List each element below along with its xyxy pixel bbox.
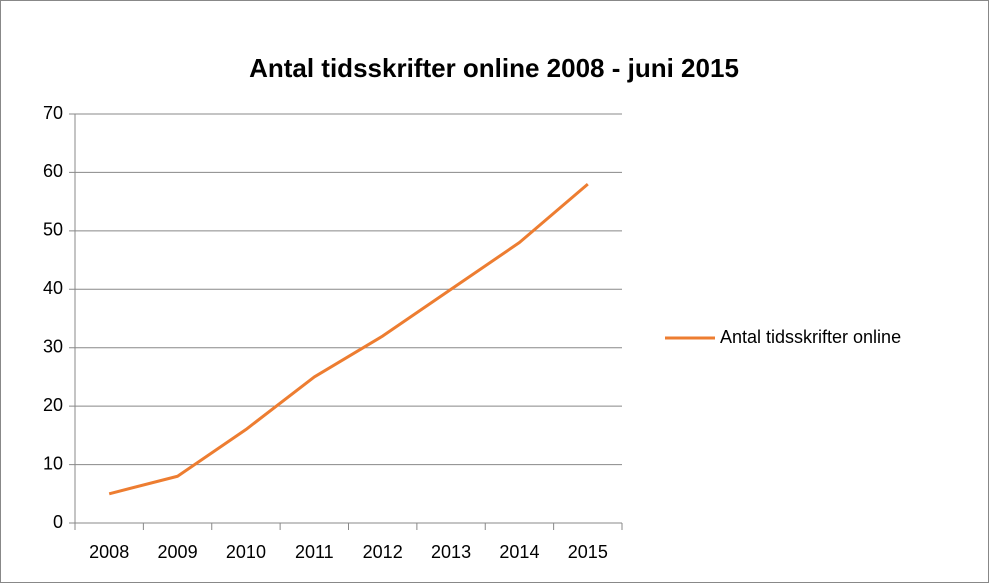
- x-tick-label: 2011: [295, 542, 334, 562]
- y-tick-label: 20: [43, 395, 63, 415]
- x-tick-label: 2012: [363, 542, 403, 562]
- x-tick-label: 2008: [89, 542, 129, 562]
- legend-label: Antal tidsskrifter online: [720, 327, 901, 347]
- line-series: [108, 182, 589, 496]
- x-tick-label: 2010: [226, 542, 266, 562]
- x-tick-label: 2014: [499, 542, 539, 562]
- y-tick-label: 10: [43, 453, 63, 473]
- chart-title: Antal tidsskrifter online 2008 - juni 20…: [249, 53, 739, 83]
- y-tick-label: 60: [43, 161, 63, 181]
- y-tick-label: 50: [43, 220, 63, 240]
- y-tick-label: 0: [53, 512, 63, 532]
- y-tick-label: 40: [43, 278, 63, 298]
- x-tick-label: 2009: [158, 542, 198, 562]
- y-tick-label: 30: [43, 336, 63, 356]
- x-tick-label: 2015: [568, 542, 608, 562]
- x-tick-label: 2013: [431, 542, 471, 562]
- y-tick-label: 70: [43, 103, 63, 123]
